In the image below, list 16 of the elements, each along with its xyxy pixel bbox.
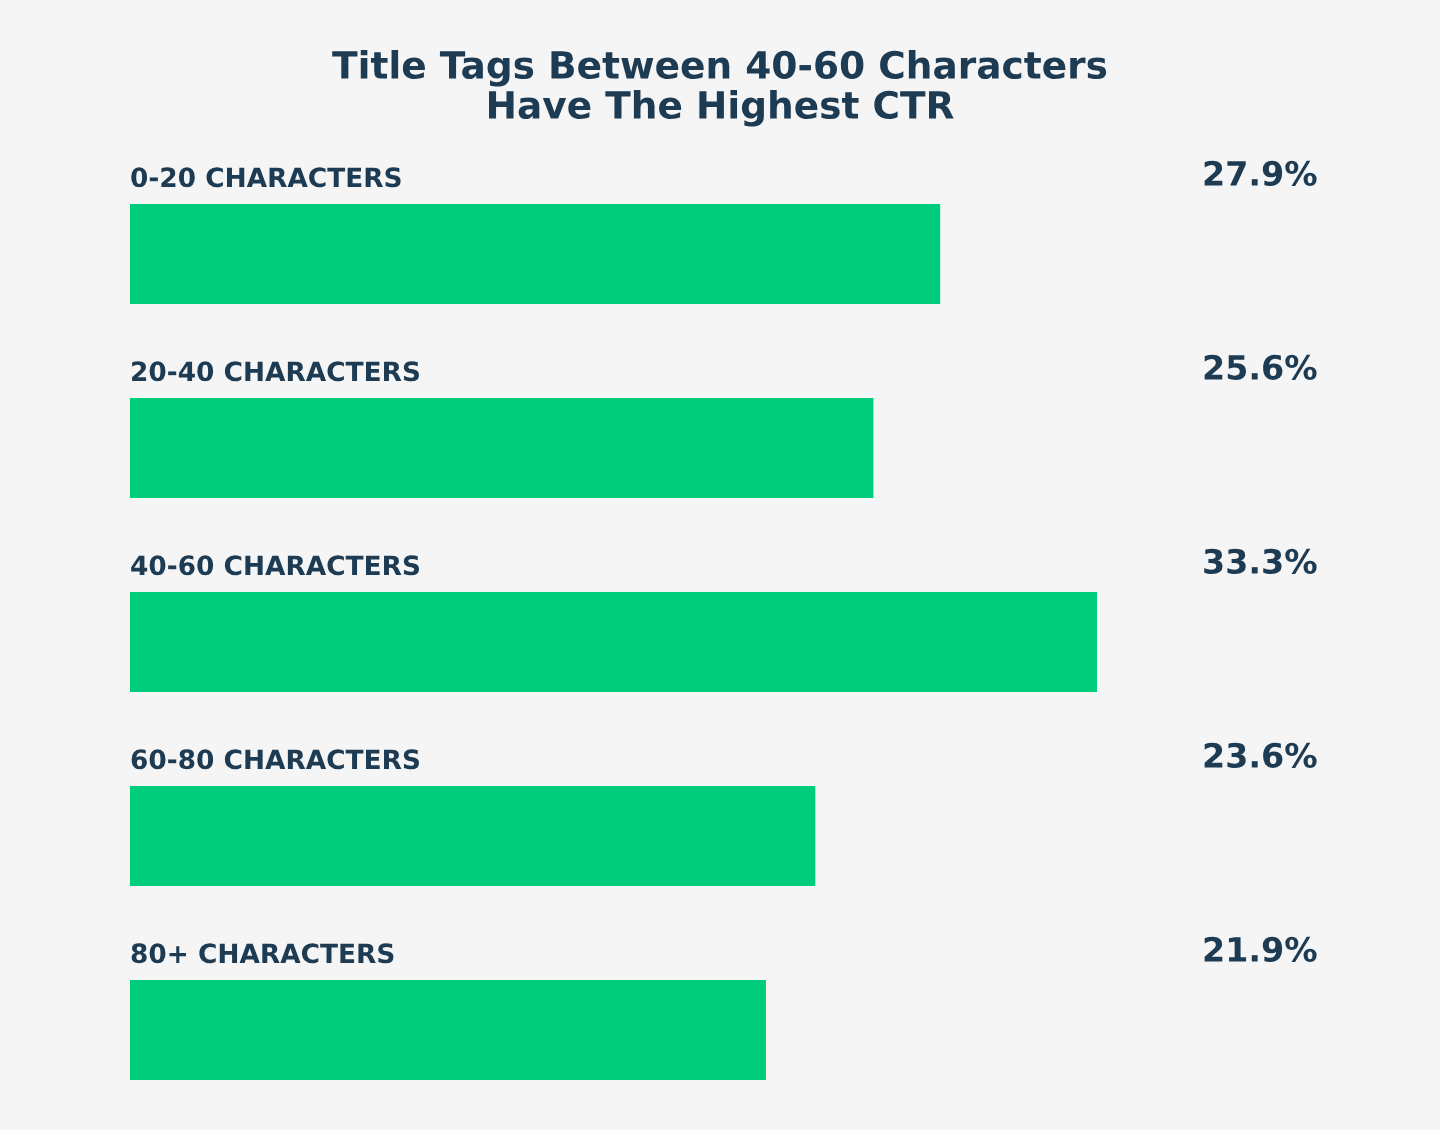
y-tick-label: 40-60 CHARACTERS [131,555,419,576]
data-label: 33.3% [1204,548,1317,574]
y-tick-label: 60-80 CHARACTERS [131,749,419,770]
y-tick-label: 80+ CHARACTERS [131,943,394,964]
data-label: 23.6% [1204,742,1317,768]
bar [130,592,1097,692]
y-tick-label: 0-20 CHARACTERS [131,167,401,188]
bar [130,204,941,304]
chart-title: Title Tags Between 40-60 Characters Have The Highest CTR [332,50,1107,127]
data-label: 25.6% [1204,354,1317,380]
bar [130,786,816,886]
y-tick-label: 20-40 CHARACTERS [132,361,419,382]
data-label: 21.9% [1204,936,1317,962]
bar [130,980,766,1080]
bar [130,398,874,498]
data-label: 27.9% [1204,160,1317,186]
